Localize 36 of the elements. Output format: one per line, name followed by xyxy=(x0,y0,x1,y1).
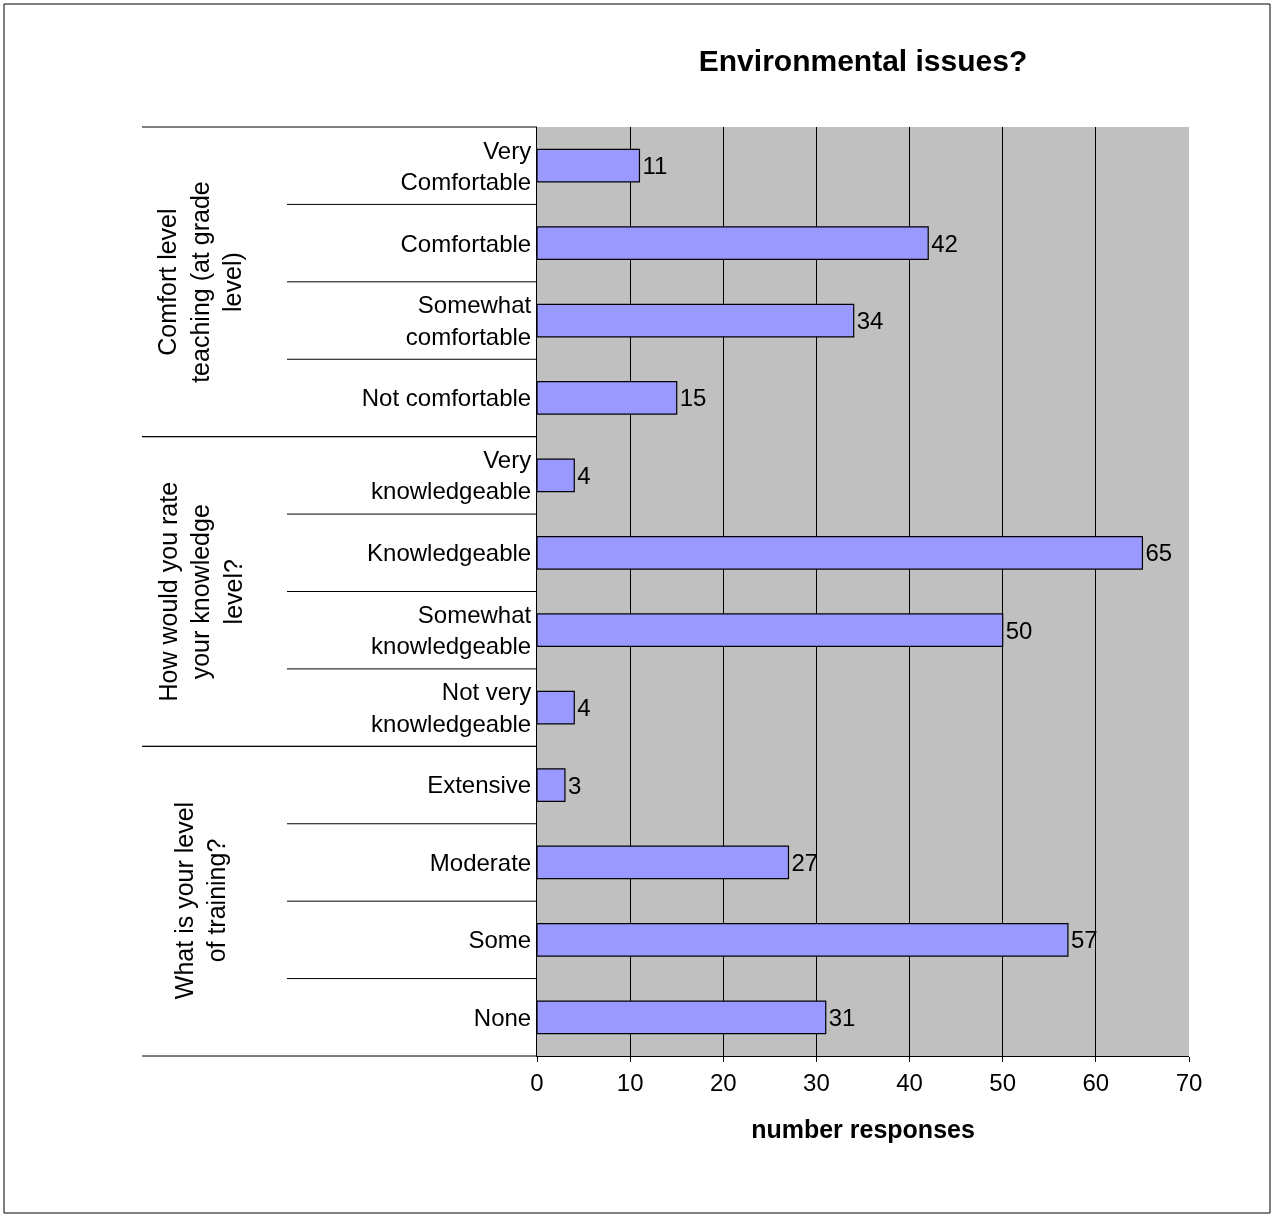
data-label: 4 xyxy=(577,694,591,722)
x-tick-label: 10 xyxy=(616,1068,644,1096)
y-tick-label: Somewhat comfortable xyxy=(405,291,532,350)
x-tick-label: 70 xyxy=(1175,1068,1203,1096)
data-label: 31 xyxy=(828,1003,856,1031)
x-tick-label: 40 xyxy=(896,1068,923,1096)
y-tick-label: Very Comfortable xyxy=(400,136,532,195)
y-tick-label: Extensive xyxy=(427,771,532,799)
data-label: 15 xyxy=(679,384,707,412)
x-tick-label: 50 xyxy=(989,1068,1017,1096)
data-label: 42 xyxy=(931,229,958,257)
data-label: 50 xyxy=(1005,616,1033,644)
y-tick-label: Moderate xyxy=(429,848,532,876)
text: What is your level of training? xyxy=(169,801,231,1000)
x-tick-label: 0 xyxy=(530,1068,544,1096)
chart-title: Environmental issues? xyxy=(698,43,1028,77)
y-tick-label: Some xyxy=(468,926,532,954)
y-tick-label: Somewhat knowledgeable xyxy=(371,601,532,660)
y-tick-label: Very knowledgeable xyxy=(371,446,532,505)
y-tick-label: Knowledgeable xyxy=(367,539,532,567)
data-label: 34 xyxy=(856,307,884,335)
data-label: 65 xyxy=(1145,539,1173,567)
x-tick-label: 60 xyxy=(1082,1068,1110,1096)
data-label: 3 xyxy=(567,771,582,799)
text: How would you rate your knowledge level? xyxy=(153,481,247,702)
text: Comfort level teaching (at grade level) xyxy=(153,181,247,383)
x-tick-label: 20 xyxy=(709,1068,737,1096)
y-tick-label: None xyxy=(473,1003,532,1031)
data-label: 27 xyxy=(791,848,819,876)
x-tick-label: 30 xyxy=(803,1068,830,1096)
y-tick-label: Comfortable xyxy=(400,229,532,257)
y-tick-label: Not comfortable xyxy=(361,384,532,412)
x-axis-title: number responses xyxy=(751,1114,975,1143)
y-tick-label: Not very knowledgeable xyxy=(371,678,532,737)
data-label: 4 xyxy=(577,461,591,489)
data-label: 11 xyxy=(642,152,668,180)
